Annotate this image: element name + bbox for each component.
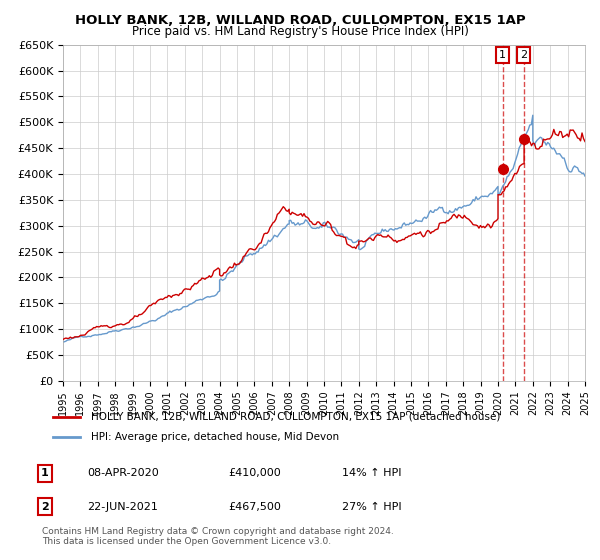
Text: 1: 1 bbox=[41, 468, 49, 478]
Text: 14% ↑ HPI: 14% ↑ HPI bbox=[342, 468, 401, 478]
Text: HPI: Average price, detached house, Mid Devon: HPI: Average price, detached house, Mid … bbox=[91, 432, 339, 442]
Text: £467,500: £467,500 bbox=[228, 502, 281, 512]
Text: 2: 2 bbox=[41, 502, 49, 512]
Text: 2: 2 bbox=[520, 50, 527, 60]
Text: Contains HM Land Registry data © Crown copyright and database right 2024.
This d: Contains HM Land Registry data © Crown c… bbox=[42, 526, 394, 546]
Text: £410,000: £410,000 bbox=[228, 468, 281, 478]
Text: Price paid vs. HM Land Registry's House Price Index (HPI): Price paid vs. HM Land Registry's House … bbox=[131, 25, 469, 38]
Text: 1: 1 bbox=[499, 50, 506, 60]
Text: HOLLY BANK, 12B, WILLAND ROAD, CULLOMPTON, EX15 1AP: HOLLY BANK, 12B, WILLAND ROAD, CULLOMPTO… bbox=[74, 14, 526, 27]
Text: 22-JUN-2021: 22-JUN-2021 bbox=[87, 502, 158, 512]
Text: 27% ↑ HPI: 27% ↑ HPI bbox=[342, 502, 401, 512]
Text: 08-APR-2020: 08-APR-2020 bbox=[87, 468, 159, 478]
Text: HOLLY BANK, 12B, WILLAND ROAD, CULLOMPTON, EX15 1AP (detached house): HOLLY BANK, 12B, WILLAND ROAD, CULLOMPTO… bbox=[91, 412, 500, 422]
